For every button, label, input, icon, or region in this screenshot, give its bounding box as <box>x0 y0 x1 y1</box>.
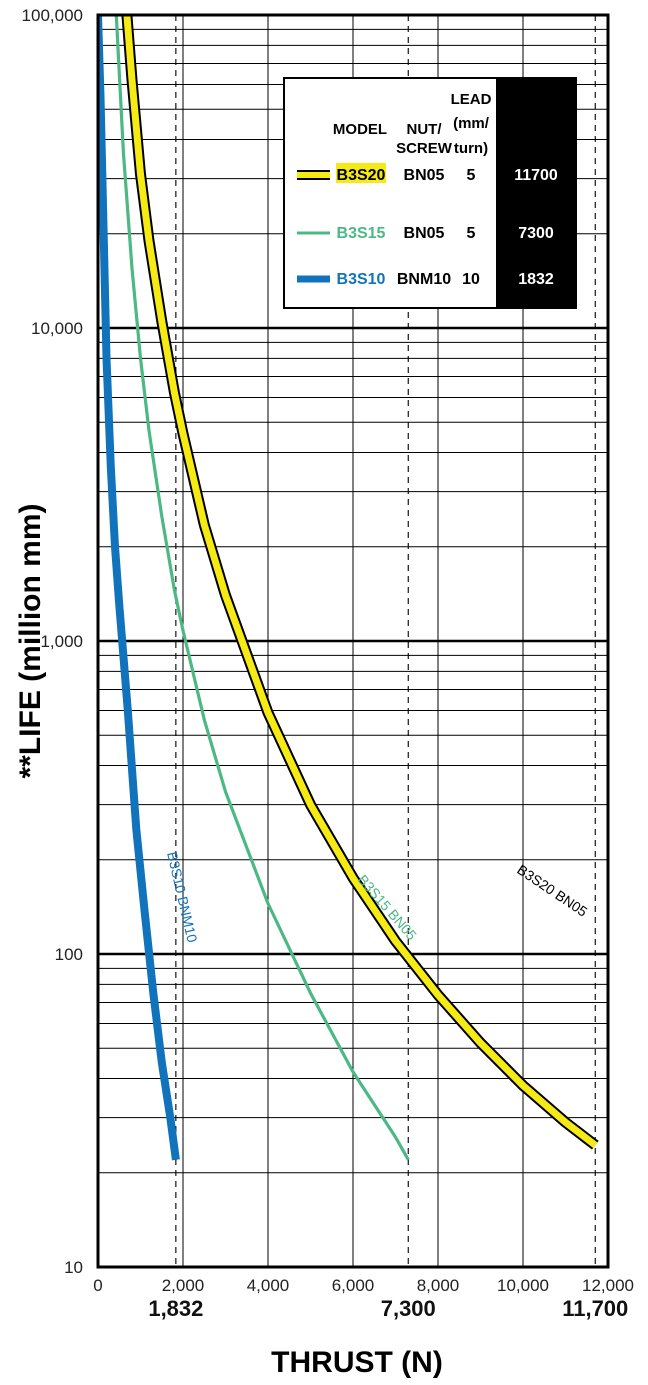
y-tick-label: 1,000 <box>40 632 83 651</box>
series-b3s20-label: B3S20 BN05 <box>514 861 590 920</box>
y-axis-title: **LIFE (million mm) <box>14 503 47 778</box>
legend-lead: 5 <box>467 167 476 184</box>
x-tick-label: 0 <box>93 1276 102 1295</box>
y-tick-label: 100 <box>55 945 83 964</box>
legend-lead: 10 <box>462 271 480 288</box>
legend-header-screw: SCREW <box>396 140 453 157</box>
legend-max-thrust-column <box>496 78 576 308</box>
legend-header-model: MODEL <box>333 121 387 138</box>
legend-model-highlight <box>336 163 386 183</box>
legend-header-unit: (N) <box>526 140 547 157</box>
x-axis-title: THRUST (N) <box>271 1346 443 1379</box>
max-thrust-label: 11,700 <box>562 1296 628 1321</box>
legend: MODEL NUT/SCREW LEAD (mm/turn) MAX THRUST* (N)… <box>283 77 577 309</box>
y-tick-label: 10 <box>64 1258 83 1277</box>
x-tick-label: 10,000 <box>497 1276 549 1295</box>
x-tick-label: 8,000 <box>417 1276 460 1295</box>
x-tick-labels: 0 2,000 4,000 6,000 8,000 10,000 12,000 <box>93 1276 634 1295</box>
max-thrust-labels: 1,832 7,300 11,700 <box>148 1296 628 1321</box>
legend-header-lead-unit: (mm/ <box>453 115 490 132</box>
legend-header-lead: LEAD <box>451 91 492 108</box>
legend-max-thrust: 11700 <box>514 167 558 184</box>
y-tick-label: 10,000 <box>31 319 83 338</box>
x-tick-label: 12,000 <box>582 1276 634 1295</box>
legend-model: B3S10 <box>337 271 386 288</box>
max-thrust-label: 1,832 <box>148 1296 203 1321</box>
legend-nut: BN05 <box>404 167 445 184</box>
series-b3s10-label: B3S10 BNM10 <box>164 850 200 944</box>
legend-lead: 5 <box>467 225 476 242</box>
series-b3s15-line <box>114 15 410 1161</box>
legend-header-lead-unit2: turn) <box>454 140 488 157</box>
x-tick-label: 2,000 <box>162 1276 205 1295</box>
y-tick-labels: 10 100 1,000 10,000 100,000 <box>22 6 83 1277</box>
legend-header-nut: NUT/ <box>407 121 443 138</box>
legend-header-max: MAX <box>519 91 552 108</box>
legend-model: B3S20 <box>337 167 386 184</box>
legend-nut: BNM10 <box>397 271 451 288</box>
grid-lines <box>98 15 608 1267</box>
life-curves <box>98 15 599 1161</box>
legend-nut: BN05 <box>404 225 445 242</box>
legend-max-thrust: 7300 <box>518 225 554 242</box>
legend-max-thrust: 1832 <box>518 271 554 288</box>
legend-model: B3S15 <box>337 225 386 242</box>
legend-header-thrust: THRUST* <box>503 115 570 132</box>
max-thrust-label: 7,300 <box>381 1296 436 1321</box>
x-tick-label: 4,000 <box>247 1276 290 1295</box>
y-tick-label: 100,000 <box>22 6 83 25</box>
series-b3s10-line <box>98 15 180 1161</box>
series-b3s20-line <box>123 15 598 1148</box>
x-tick-label: 6,000 <box>332 1276 375 1295</box>
plot-frame <box>96 13 610 1269</box>
